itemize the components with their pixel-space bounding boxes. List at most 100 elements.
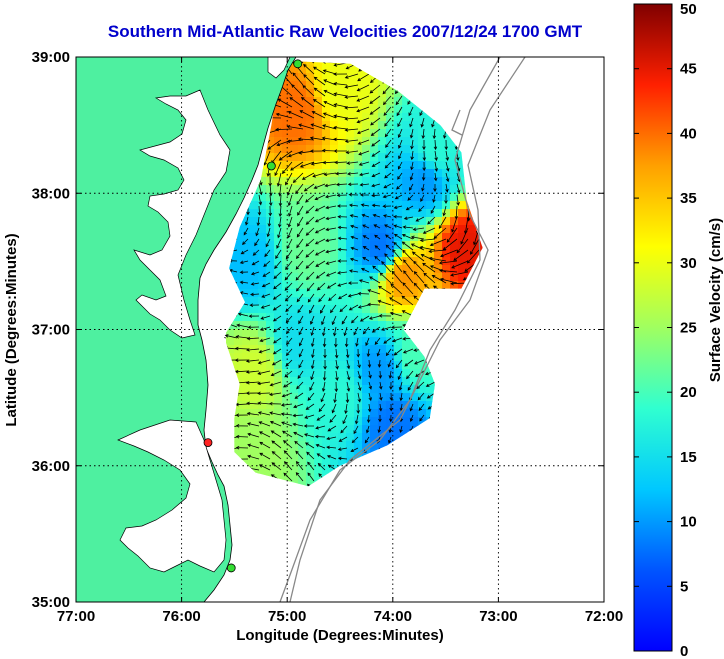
velocity-arrow	[292, 413, 304, 418]
velocity-arrow	[362, 256, 370, 262]
velocity-arrow	[344, 95, 359, 99]
velocity-arrow	[368, 392, 372, 402]
velocity-arrow	[235, 413, 249, 417]
velocity-arrow	[378, 285, 392, 295]
velocity-arrow	[353, 425, 359, 435]
velocity-arrow	[369, 95, 381, 105]
velocity-arrow	[261, 282, 271, 288]
velocity-arrow	[266, 227, 271, 238]
velocity-arrow	[323, 79, 337, 86]
x-axis-ticks: 77:00 76:00 75:00 74:00 73:00 72:00	[57, 57, 623, 625]
velocity-arrow	[337, 447, 348, 451]
velocity-arrow	[367, 359, 372, 368]
velocity-arrow	[379, 272, 392, 284]
velocity-arrow	[272, 348, 282, 355]
velocity-arrow	[347, 293, 359, 298]
velocity-arrow	[234, 346, 249, 351]
velocity-arrow	[234, 358, 249, 362]
velocity-arrow	[268, 401, 282, 406]
velocity-arrow	[333, 92, 348, 97]
velocity-arrow	[322, 112, 337, 119]
velocity-arrow	[365, 425, 370, 434]
velocity-arrow	[294, 440, 304, 449]
colorbar-tick-label: 50	[680, 1, 697, 18]
velocity-arrow	[334, 337, 338, 348]
velocity-arrow	[245, 216, 249, 226]
velocity-arrow	[316, 282, 326, 291]
velocity-arrow	[357, 139, 370, 145]
velocity-arrow	[368, 381, 372, 390]
velocity-arrow	[389, 392, 394, 401]
velocity-arrow	[432, 194, 436, 203]
velocity-arrow	[289, 97, 304, 108]
velocity-arrow	[285, 315, 293, 324]
velocity-arrow	[263, 150, 271, 166]
velocity-arrow	[429, 238, 447, 247]
velocity-arrow	[401, 233, 414, 240]
velocity-arrow	[305, 403, 315, 410]
velocity-arrow	[409, 172, 414, 181]
velocity-arrow	[433, 184, 437, 193]
velocity-arrow	[382, 95, 392, 106]
velocity-arrow	[356, 95, 370, 102]
velocity-arrow	[325, 249, 337, 254]
velocity-arrow	[301, 172, 315, 180]
velocity-arrow	[384, 224, 392, 229]
velocity-arrow	[246, 348, 260, 352]
velocity-arrow	[357, 359, 361, 369]
velocity-arrow	[322, 370, 327, 382]
velocity-arrow	[315, 443, 326, 449]
velocity-arrow	[334, 381, 339, 393]
velocity-arrow	[337, 259, 347, 263]
velocity-arrow	[384, 253, 392, 262]
velocity-arrow	[337, 456, 348, 461]
velocity-arrow	[383, 183, 392, 189]
velocity-arrow	[272, 293, 282, 300]
velocity-arrow	[326, 436, 337, 441]
velocity-arrow	[315, 425, 326, 430]
velocity-arrow	[264, 249, 271, 258]
velocity-arrow	[250, 282, 260, 286]
velocity-arrow	[393, 205, 403, 210]
velocity-arrow	[413, 282, 425, 295]
velocity-arrow	[445, 172, 450, 183]
velocity-arrow	[298, 326, 304, 336]
velocity-arrow	[257, 411, 271, 416]
velocity-arrow	[303, 424, 314, 428]
velocity-arrow	[428, 249, 447, 254]
velocity-arrow	[418, 205, 425, 213]
velocity-arrow	[319, 304, 326, 314]
velocity-arrow	[249, 303, 260, 307]
velocity-arrow	[286, 337, 293, 346]
velocity-arrow	[323, 349, 327, 359]
velocity-arrow	[348, 304, 359, 311]
velocity-arrow	[385, 234, 392, 240]
velocity-arrow	[445, 150, 450, 162]
velocity-arrow	[359, 193, 370, 197]
velocity-arrow	[259, 441, 271, 449]
velocity-arrow	[378, 370, 383, 379]
radar-site-marker	[293, 59, 303, 69]
velocity-arrow	[299, 110, 315, 119]
velocity-arrow	[433, 227, 447, 239]
velocity-arrow	[402, 282, 414, 295]
velocity-arrow	[456, 183, 461, 194]
velocity-arrow	[310, 337, 315, 348]
velocity-arrow	[397, 161, 403, 170]
velocity-arrow	[295, 183, 304, 195]
velocity-arrow	[310, 161, 326, 166]
velocity-arrow	[348, 269, 359, 273]
colorbar-tick-label: 25	[680, 320, 697, 337]
velocity-arrow	[323, 172, 337, 177]
velocity-arrow	[305, 260, 315, 269]
velocity-arrow	[247, 454, 260, 460]
velocity-arrow	[357, 392, 362, 403]
velocity-arrow	[350, 224, 359, 229]
velocity-arrow	[316, 453, 326, 460]
velocity-arrow	[243, 227, 249, 236]
velocity-arrow	[393, 224, 403, 229]
velocity-arrow	[344, 105, 359, 110]
velocity-arrow	[257, 381, 271, 386]
velocity-arrow	[333, 72, 348, 76]
velocity-arrow	[409, 403, 414, 412]
